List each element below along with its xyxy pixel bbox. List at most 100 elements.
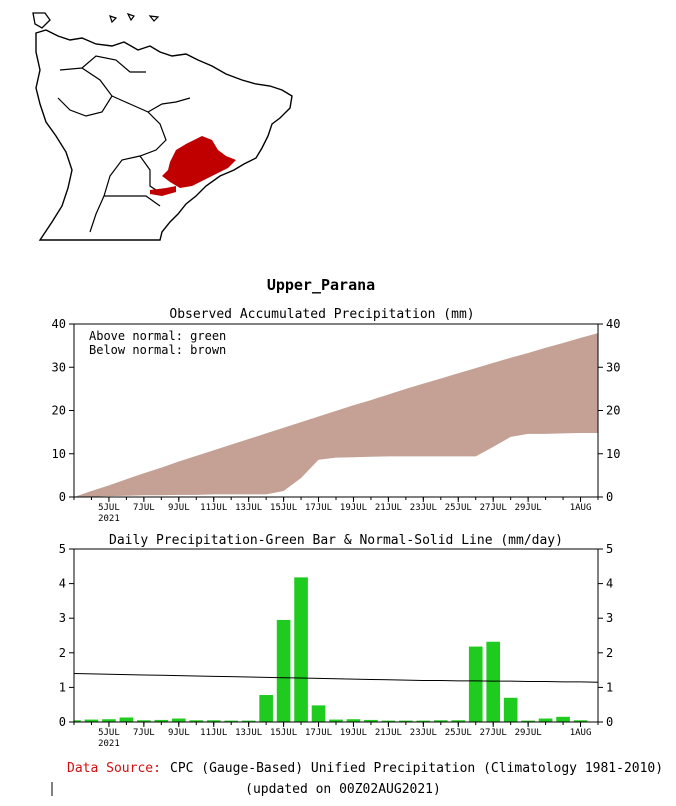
daily-ytick-label-left: 2 (59, 646, 66, 660)
accum-ytick-label-right: 0 (606, 490, 613, 504)
daily-xtick-label: 1AUG (570, 728, 592, 738)
daily-bar (556, 716, 570, 722)
daily-bar (294, 577, 308, 722)
accum-ytick-label-right: 30 (606, 360, 620, 374)
accum-xtick-label: 7JUL (133, 503, 155, 513)
daily-plot-frame (73, 548, 599, 723)
daily-xtick-label: 21JUL (375, 728, 402, 738)
daily-xtick-label: 9JUL (168, 728, 190, 738)
accum-ytick-label-left: 0 (59, 490, 66, 504)
accum-chart-title: Observed Accumulated Precipitation (mm) (169, 307, 474, 322)
daily-bar (259, 695, 273, 722)
daily-bar (137, 720, 151, 722)
daily-ytick-label-left: 3 (59, 611, 66, 625)
daily-chart-title: Daily Precipitation-Green Bar & Normal-S… (109, 533, 563, 548)
accum-xtick-label: 15JUL (270, 503, 297, 513)
accum-ytick-label-right: 10 (606, 447, 620, 461)
daily-xtick-label: 7JUL (133, 728, 155, 738)
map-background (33, 13, 295, 241)
daily-ytick-label-left: 4 (59, 577, 66, 591)
daily-bar (416, 720, 431, 722)
daily-bar (503, 697, 518, 722)
daily-xtick-label: 15JUL (270, 728, 297, 738)
daily-year-label: 2021 (98, 739, 120, 749)
daily-xtick-label: 23JUL (410, 728, 437, 738)
data-source-text: CPC (Gauge-Based) Unified Precipitation … (170, 761, 663, 776)
accum-xtick-label: 25JUL (445, 503, 472, 513)
normal-line (73, 673, 599, 683)
accum-xtick-label: 1AUG (570, 503, 592, 513)
accum-xtick-label: 17JUL (305, 503, 332, 513)
accum-xtick-label: 9JUL (168, 503, 190, 513)
daily-ytick-label-right: 2 (606, 646, 613, 660)
daily-ytick-label-right: 1 (606, 680, 613, 694)
daily-bar (74, 720, 81, 722)
daily-precip-chart: 0 0 1 1 2 2 3 3 4 4 5 5 5JUL 7JUL 9JUL 11JUL 13JUL 15JUL 1… (59, 542, 613, 749)
accumulated-precip-chart: 0 0 10 10 20 20 30 30 40 40 5JUL 7JUL 9JUL 11JUL 13JUL… (52, 317, 621, 524)
daily-bar (346, 719, 361, 722)
legend-below: Below normal: brown (89, 343, 226, 357)
updated-text: (updated on 00Z02AUG2021) (245, 782, 441, 797)
data-source-label: Data Source: (67, 761, 161, 776)
accum-ytick-label-left: 20 (52, 404, 66, 418)
accum-ytick-label-right: 40 (606, 317, 620, 331)
daily-ytick-label-left: 0 (59, 715, 66, 729)
accum-xtick-label: 19JUL (340, 503, 367, 513)
daily-bar (468, 646, 483, 722)
accum-xtick-label: 13JUL (235, 503, 262, 513)
daily-bar (119, 717, 134, 722)
daily-bar (276, 619, 291, 722)
legend-above: Above normal: green (89, 329, 226, 343)
accum-ytick-label-left: 40 (52, 317, 66, 331)
accum-ytick-label-left: 30 (52, 360, 66, 374)
daily-bar (486, 641, 501, 722)
accum-ytick-label-left: 10 (52, 447, 66, 461)
daily-bar (433, 720, 448, 722)
accum-xtick-label: 29JUL (515, 503, 542, 513)
accum-xtick-label: 5JUL (98, 503, 120, 513)
daily-bar (241, 720, 256, 722)
daily-bars (74, 577, 588, 722)
daily-xtick-label: 25JUL (445, 728, 472, 738)
daily-xtick-label: 5JUL (98, 728, 120, 738)
daily-ytick-label-left: 1 (59, 680, 66, 694)
daily-xtick-label: 17JUL (305, 728, 332, 738)
daily-axis-ticks: 0 0 1 1 2 2 3 3 4 4 5 5 5JUL 7JUL 9JUL 11JUL 13JUL 15JUL 1… (59, 542, 613, 749)
daily-bar (84, 719, 99, 722)
daily-bar (171, 718, 186, 722)
accum-year-label: 2021 (98, 514, 120, 524)
daily-bar (154, 719, 169, 722)
accum-xtick-label: 23JUL (410, 503, 437, 513)
daily-bar (451, 720, 466, 722)
accum-xtick-label: 27JUL (480, 503, 507, 513)
daily-bar (381, 720, 396, 722)
accum-axis-ticks: 0 0 10 10 20 20 30 30 40 40 5JUL 7JUL 9JUL 11JUL 13JUL… (52, 317, 621, 524)
accum-ytick-label-right: 20 (606, 404, 620, 418)
daily-bar (573, 720, 588, 722)
daily-bar (399, 720, 413, 722)
daily-bar (364, 719, 378, 722)
daily-bar (311, 705, 326, 722)
daily-bar (538, 718, 553, 722)
daily-ytick-label-right: 5 (606, 542, 613, 556)
map-region-highlight (150, 136, 236, 196)
south-america-map (32, 12, 295, 241)
daily-xtick-label: 13JUL (235, 728, 262, 738)
daily-ytick-label-right: 0 (606, 715, 613, 729)
map-caribbean-islands (109, 12, 160, 24)
daily-xtick-label: 29JUL (515, 728, 542, 738)
daily-bar (206, 720, 221, 722)
daily-bar (329, 719, 343, 722)
daily-bar (521, 720, 535, 722)
daily-bar (224, 720, 239, 722)
accum-xtick-label: 21JUL (375, 503, 402, 513)
map-coast-central-america (32, 12, 51, 29)
map-country-borders (57, 55, 191, 233)
region-title: Upper_Parana (267, 276, 375, 294)
map-coastline (35, 29, 293, 241)
daily-xtick-label: 27JUL (480, 728, 507, 738)
daily-ytick-label-right: 4 (606, 577, 613, 591)
accum-xtick-label: 11JUL (200, 503, 227, 513)
daily-ytick-label-right: 3 (606, 611, 613, 625)
